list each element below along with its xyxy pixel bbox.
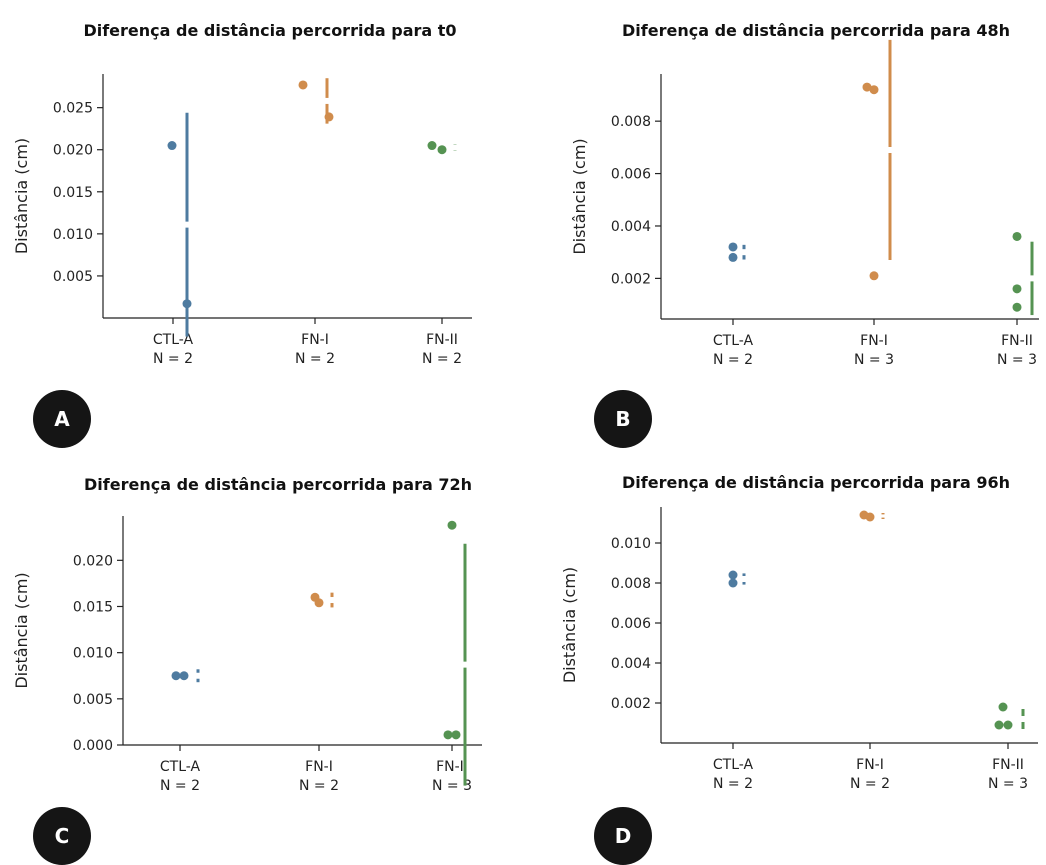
y-tick-label: 0.008 xyxy=(611,114,651,130)
data-point xyxy=(862,82,872,92)
x-tick-label: CTL-A xyxy=(160,759,201,775)
y-tick-label: 0.025 xyxy=(53,101,93,117)
data-point xyxy=(1012,302,1022,312)
x-tick-label: CTL-A xyxy=(713,757,754,773)
x-tick-n-label: N = 2 xyxy=(299,778,339,794)
data-point xyxy=(447,520,457,530)
data-point xyxy=(1012,284,1022,294)
panel-label-a: A xyxy=(33,390,91,448)
data-point xyxy=(179,671,189,681)
data-point xyxy=(728,252,738,262)
x-tick-label: FN-I xyxy=(301,332,329,348)
x-tick-n-label: N = 3 xyxy=(854,352,894,368)
chart-title: Diferença de distância percorrida para 4… xyxy=(622,21,1010,40)
chart-panel-1: Diferença de distância percorrida para t… xyxy=(12,21,472,367)
x-tick-n-label: N = 3 xyxy=(997,352,1037,368)
x-tick-label: FN-II xyxy=(992,757,1024,773)
y-tick-label: 0.008 xyxy=(611,576,651,592)
x-tick-label: FN-II xyxy=(426,332,458,348)
y-tick-label: 0.015 xyxy=(53,185,93,201)
chart-panel-3: Diferença de distância percorrida para 7… xyxy=(12,475,482,794)
chart-panel-2: Diferença de distância percorrida para 4… xyxy=(570,21,1039,368)
x-tick-label: CTL-A xyxy=(153,332,194,348)
data-point xyxy=(298,80,308,90)
x-tick-label: FN-I xyxy=(860,333,888,349)
x-tick-label: CTL-A xyxy=(713,333,754,349)
data-point xyxy=(1003,720,1013,730)
data-point xyxy=(994,720,1004,730)
chart-title: Diferença de distância percorrida para 9… xyxy=(622,473,1010,492)
data-point xyxy=(451,730,461,740)
x-tick-n-label: N = 2 xyxy=(713,776,753,792)
y-axis-label: Distância (cm) xyxy=(12,572,31,688)
y-axis-label: Distância (cm) xyxy=(560,567,579,683)
data-point xyxy=(167,141,177,151)
x-tick-label: FN-I xyxy=(856,757,884,773)
x-tick-n-label: N = 2 xyxy=(295,351,335,367)
y-tick-label: 0.006 xyxy=(611,616,651,632)
data-point xyxy=(437,145,447,155)
y-tick-label: 0.010 xyxy=(53,227,93,243)
data-point xyxy=(171,671,181,681)
y-tick-label: 0.010 xyxy=(611,536,651,552)
y-tick-label: 0.020 xyxy=(73,553,113,569)
x-tick-n-label: N = 2 xyxy=(153,351,193,367)
data-point xyxy=(443,730,453,740)
y-tick-label: 0.010 xyxy=(73,646,113,662)
x-tick-n-label: N = 2 xyxy=(713,352,753,368)
data-point xyxy=(998,702,1008,712)
x-tick-label: FN-I xyxy=(305,759,333,775)
panel-label-d: D xyxy=(594,807,652,865)
chart-panel-4: Diferença de distância percorrida para 9… xyxy=(560,473,1038,792)
x-tick-label: FN-II xyxy=(1001,333,1033,349)
chart-title: Diferença de distância percorrida para t… xyxy=(83,21,456,40)
y-tick-label: 0.015 xyxy=(73,599,113,615)
x-tick-n-label: N = 2 xyxy=(160,778,200,794)
y-tick-label: 0.004 xyxy=(611,219,651,235)
data-point xyxy=(728,570,738,580)
data-point xyxy=(869,85,879,95)
panel-label-c: C xyxy=(33,807,91,865)
x-tick-n-label: N = 3 xyxy=(432,778,472,794)
y-tick-label: 0.000 xyxy=(73,738,113,754)
y-tick-label: 0.006 xyxy=(611,167,651,183)
y-tick-label: 0.005 xyxy=(53,269,93,285)
x-tick-n-label: N = 2 xyxy=(422,351,462,367)
y-tick-label: 0.004 xyxy=(611,656,651,672)
y-axis-label: Distância (cm) xyxy=(570,138,589,254)
data-point xyxy=(314,598,324,608)
y-tick-label: 0.002 xyxy=(611,696,651,712)
x-tick-label: FN-II xyxy=(436,759,468,775)
chart-title: Diferença de distância percorrida para 7… xyxy=(84,475,472,494)
data-point xyxy=(728,242,738,252)
data-point xyxy=(1012,231,1022,241)
y-tick-label: 0.020 xyxy=(53,143,93,159)
x-tick-n-label: N = 2 xyxy=(850,776,890,792)
data-point xyxy=(869,271,879,281)
data-point xyxy=(427,141,437,151)
x-tick-n-label: N = 3 xyxy=(988,776,1028,792)
y-axis-label: Distância (cm) xyxy=(12,138,31,254)
y-tick-label: 0.005 xyxy=(73,692,113,708)
panel-label-b: B xyxy=(594,390,652,448)
data-point xyxy=(728,578,738,588)
y-tick-label: 0.002 xyxy=(611,271,651,287)
data-point xyxy=(865,512,875,522)
